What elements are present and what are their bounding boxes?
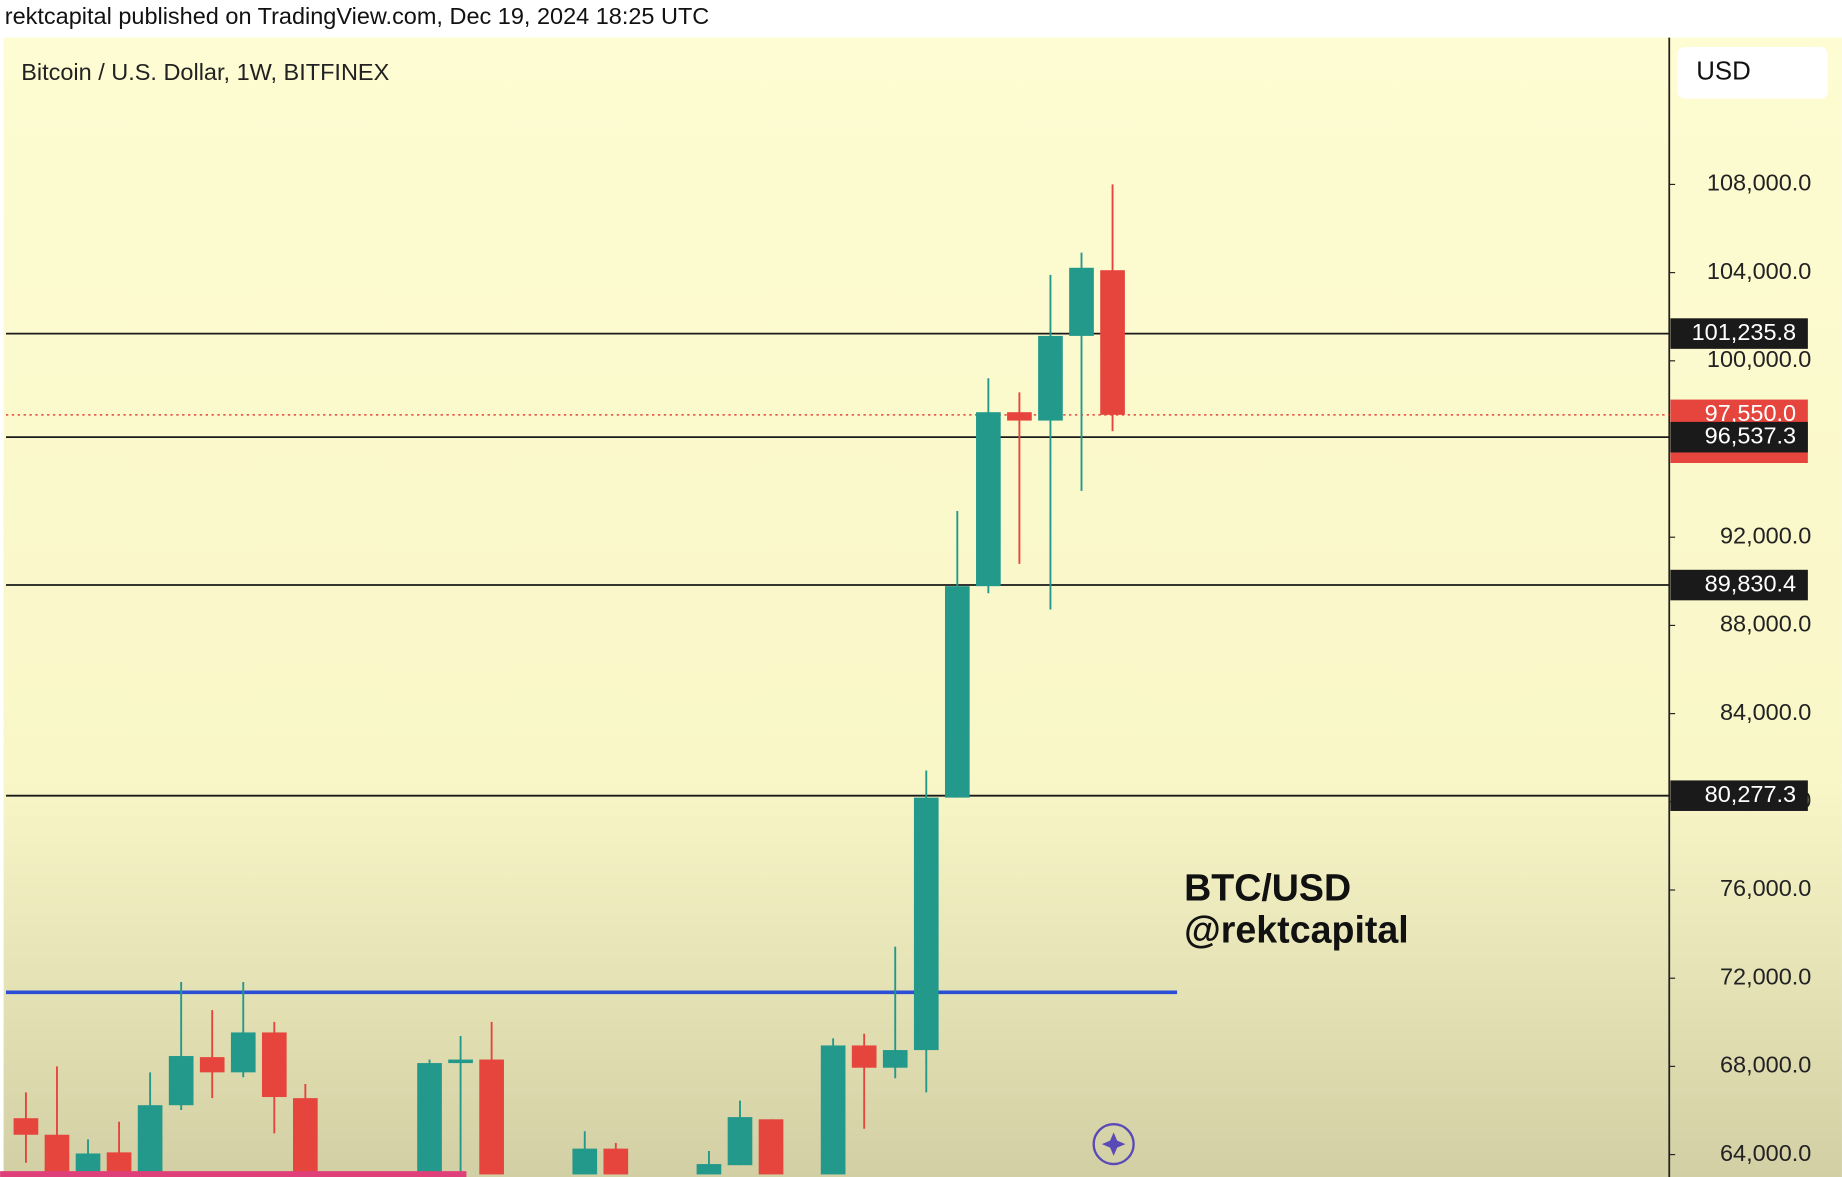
candle-body: [882, 1050, 908, 1068]
level-tag: [1670, 318, 1808, 349]
candle-body: [758, 1119, 784, 1175]
y-tick-label: 100,000.0: [1707, 346, 1811, 372]
candle-body: [106, 1152, 132, 1175]
chart-title: Bitcoin / U.S. Dollar, 1W, BITFINEX: [21, 59, 389, 85]
level-label: 101,235.8: [1692, 319, 1796, 345]
watermark: @rektcapital: [1184, 909, 1409, 951]
candle-body: [727, 1117, 753, 1166]
y-tick-label: 72,000.0: [1720, 963, 1811, 989]
level-tag: [1670, 421, 1808, 453]
y-tick-label: 104,000.0: [1707, 258, 1811, 284]
candle-body: [137, 1105, 163, 1175]
progress-bar: [0, 1171, 467, 1177]
level-label: 80,277.3: [1705, 781, 1796, 807]
candle-body: [293, 1098, 318, 1175]
level-tag: [1670, 569, 1808, 601]
candle-body: [572, 1148, 598, 1175]
header-bar: [0, 0, 1842, 38]
candle-body: [976, 412, 1001, 587]
level-tag: [1670, 780, 1808, 811]
header-title: rektcapital published on TradingView.com…: [5, 3, 710, 29]
candle-body: [448, 1059, 473, 1064]
candle-body: [603, 1148, 629, 1175]
y-tick-label: 108,000.0: [1707, 170, 1811, 196]
assistant-icon-star: [1101, 1132, 1126, 1156]
candle-body: [199, 1057, 225, 1073]
candle-body: [1038, 335, 1063, 421]
candle-body: [913, 797, 939, 1051]
candle-body: [820, 1045, 846, 1175]
level-label: 89,830.4: [1705, 570, 1796, 596]
candle-body: [1007, 412, 1032, 421]
y-tick-label: 68,000.0: [1720, 1052, 1811, 1078]
currency-label: USD: [1696, 58, 1751, 86]
candle-body: [851, 1045, 877, 1068]
y-tick-label: 88,000.0: [1720, 611, 1811, 637]
watermark: BTC/USD: [1184, 866, 1351, 908]
plot-area: [5, 184, 1670, 1175]
y-tick-label: 92,000.0: [1720, 522, 1811, 548]
currency-button[interactable]: [1677, 46, 1828, 99]
candle-body: [230, 1032, 256, 1073]
y-tick-label: 64,000.0: [1720, 1140, 1811, 1166]
y-tick-label: 84,000.0: [1720, 699, 1811, 725]
candle-body: [75, 1153, 101, 1175]
y-axis: 64,000.068,000.072,000.076,000.080,000.0…: [1669, 170, 1811, 1166]
candle-body: [13, 1118, 39, 1135]
candle-body: [1069, 267, 1094, 336]
candle-body: [1100, 270, 1125, 415]
candle-body: [44, 1134, 70, 1175]
candle-body: [261, 1032, 287, 1098]
candle-body: [168, 1056, 194, 1106]
level-label: 96,537.3: [1705, 422, 1796, 448]
assistant-icon[interactable]: [1092, 1122, 1135, 1166]
y-tick-label: 76,000.0: [1720, 875, 1811, 901]
candle-body: [944, 586, 970, 798]
last-price-label: 97,550.0: [1705, 400, 1796, 426]
candle-body: [479, 1059, 504, 1175]
candle-body: [696, 1164, 722, 1175]
candle-body: [417, 1063, 442, 1175]
